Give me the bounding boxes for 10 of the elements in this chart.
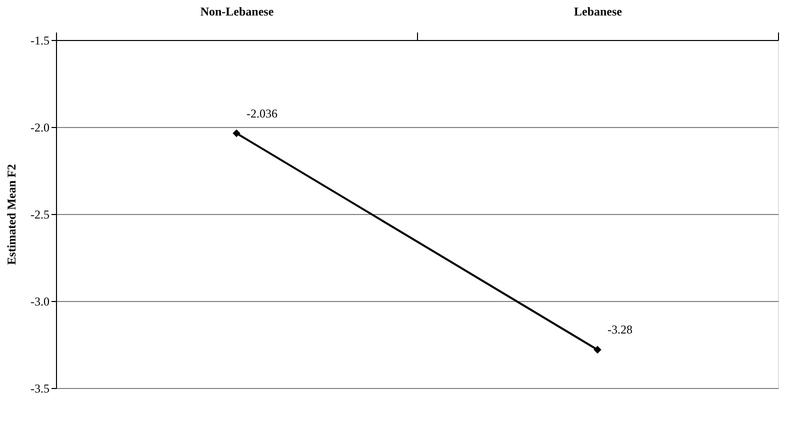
y-axis-title: Estimated Mean F2	[4, 164, 19, 265]
y-tick-label: -2.0	[30, 120, 50, 134]
x-tick-label: Lebanese	[574, 4, 623, 18]
y-tick-label: -3.5	[30, 382, 50, 396]
y-tick-label: -2.5	[30, 208, 50, 222]
x-tick-label: Non-Lebanese	[200, 4, 274, 18]
y-tick-label: -1.5	[30, 34, 50, 48]
y-tick-label: -3.0	[30, 294, 50, 308]
data-label: -2.036	[246, 106, 278, 120]
data-label: -3.28	[608, 322, 632, 337]
